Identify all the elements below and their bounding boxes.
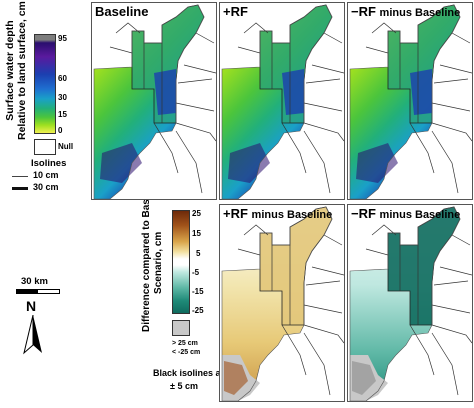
diff-tick-minus15: -15 [192,287,204,296]
depth-tick-95: 95 [58,34,67,43]
map-plus-rf [221,4,344,199]
diff-tick-5: 5 [196,249,201,258]
depth-axis-label: Surface water depth Relative to land sur… [4,1,28,140]
map-minus-rf [349,4,472,199]
depth-axis-label-line2: Relative to land surface, cm [16,1,28,140]
map-panel-minus-rf: −RF minus Baseline [347,2,473,200]
depth-tick-0: 0 [58,126,63,135]
depth-tick-30: 30 [58,93,67,102]
diff-axis-label-line1: Difference compared to Base [141,193,152,332]
panel-title-minus-rf: −RF minus Baseline [351,4,460,19]
isoline-10-swatch [12,176,28,177]
panel-title-plus-rf: +RF [223,4,248,19]
isoline-30-label: 30 cm [33,182,59,192]
null-swatch [34,139,56,155]
depth-tick-60: 60 [58,74,67,83]
panel-title-plus-rf-diff-main: +RF [223,206,248,221]
depth-tick-15: 15 [58,110,67,119]
depth-colorbar [34,34,56,134]
panel-title-minus-rf-main: −RF [351,4,376,19]
panel-title-plus-rf-main: +RF [223,4,248,19]
isoline-10-label: 10 cm [33,170,59,180]
diff-axis-label: Difference compared to Base Scenario, cm [141,194,165,332]
black-isolines-line2: ± 5 cm [170,381,198,391]
panel-title-baseline: Baseline [95,4,148,19]
black-isolines-line1: Black isolines at [153,368,224,378]
panel-title-minus-rf-diff: −RF minus Baseline [351,206,460,221]
panel-title-plus-rf-diff-sub: minus Baseline [251,209,333,221]
map-baseline [93,4,216,199]
map-panel-plus-rf: +RF [219,2,345,200]
panel-title-plus-rf-diff: +RF minus Baseline [223,206,332,221]
panel-title-minus-rf-diff-sub: minus Baseline [379,209,461,221]
diff-tick-15: 15 [192,229,201,238]
diff-gray-label-line1: > 25 cm [172,340,198,347]
diff-axis-label-line2: Scenario, cm [153,231,164,294]
diff-tick-minus25: -25 [192,306,204,315]
map-panel-baseline: Baseline [91,2,217,200]
map-plus-rf-diff [221,206,344,401]
diff-tick-25: 25 [192,209,201,218]
panel-title-baseline-main: Baseline [95,4,149,19]
panel-title-minus-rf-diff-main: −RF [351,206,376,221]
diff-gray-swatch [172,320,190,336]
panel-title-minus-rf-sub: minus Baseline [379,7,461,19]
scale-distance-label: 30 km [21,276,48,287]
diff-tick-minus5: -5 [192,268,200,277]
map-panel-plus-rf-diff: +RF minus Baseline [219,204,345,402]
isolines-title: Isolines [31,158,67,169]
depth-axis-label-line1: Surface water depth [4,20,16,121]
isoline-30-swatch [12,187,28,190]
north-arrow-icon [23,315,42,355]
diff-gray-label-line2: < -25 cm [172,349,201,356]
null-label: Null [58,142,74,151]
map-minus-rf-diff [349,206,472,401]
diff-colorbar [172,210,190,314]
scale-bar [16,289,60,294]
map-panel-minus-rf-diff: −RF minus Baseline [347,204,473,402]
north-label: N [26,298,37,314]
